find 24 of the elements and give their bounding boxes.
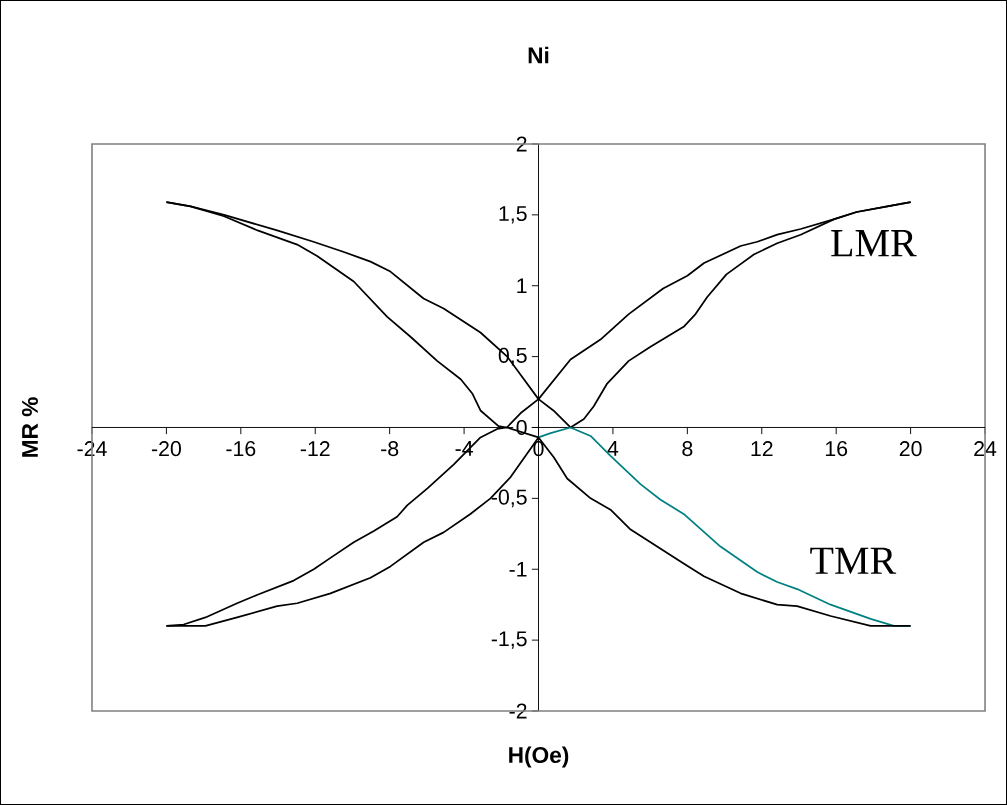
y-tick-label: -1,5 <box>491 631 527 649</box>
x-tick-label: -24 <box>77 441 107 456</box>
y-tick-label: 1 <box>517 278 527 294</box>
y-tick-label: -2 <box>509 703 527 719</box>
y-axis-title: MR % <box>22 397 38 457</box>
annotation: TMR <box>810 547 897 574</box>
x-axis-title: H(Oe) <box>509 746 569 768</box>
y-tick-label: 2 <box>516 136 527 152</box>
x-tick-label: -12 <box>300 441 330 456</box>
y-tick-label: -1 <box>509 561 527 577</box>
chart-title: Ni <box>528 46 549 64</box>
x-tick-label: 24 <box>974 441 997 456</box>
x-tick-label: 20 <box>899 441 922 457</box>
y-tick-label: 0 <box>516 419 527 436</box>
y-tick-label: -0,5 <box>491 489 527 508</box>
x-tick-label: -20 <box>151 441 181 457</box>
x-tick-label: 12 <box>751 441 773 456</box>
y-tick-label: 1,5 <box>499 206 527 224</box>
x-tick-label: -8 <box>381 441 399 457</box>
x-tick-label: 8 <box>682 441 693 457</box>
x-tick-label: 4 <box>607 441 619 456</box>
annotation: LMR <box>831 230 917 257</box>
x-tick-label: 16 <box>825 441 848 457</box>
x-tick-label: -16 <box>226 441 256 457</box>
